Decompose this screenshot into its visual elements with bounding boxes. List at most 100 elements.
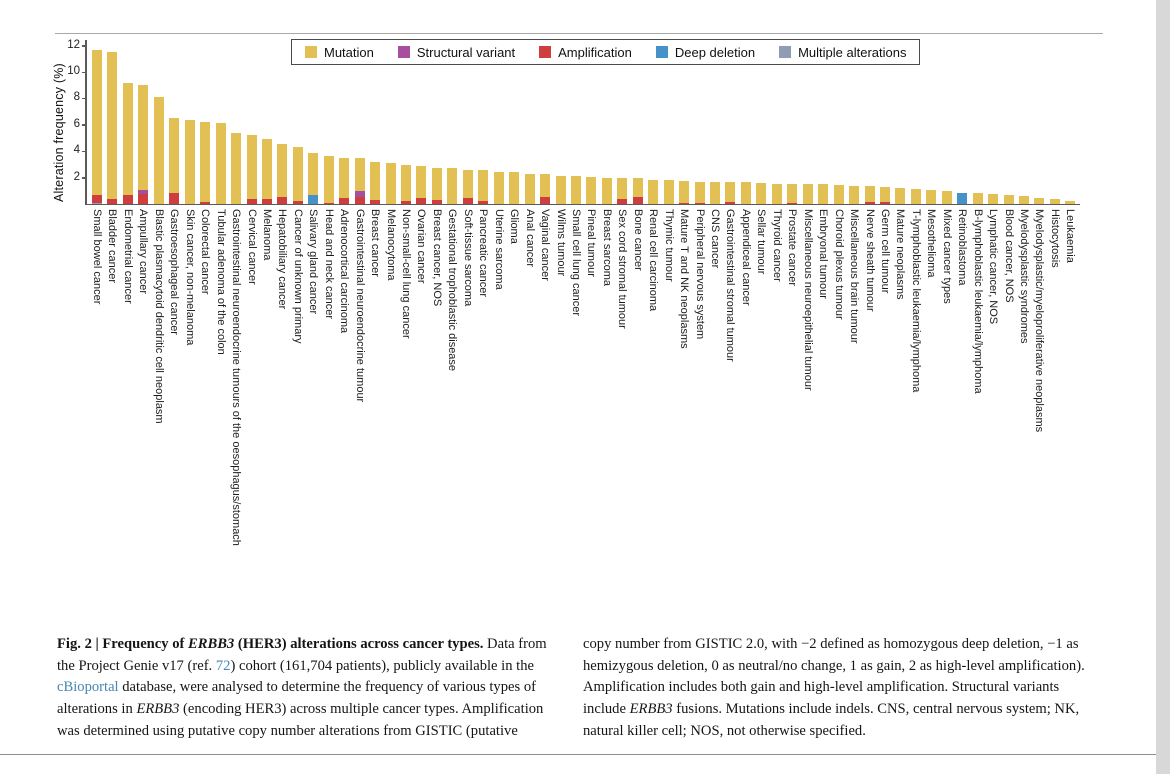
bar-segment-mutation	[308, 152, 319, 195]
bar-segment-amplification	[169, 193, 180, 204]
legend-label: Deep deletion	[674, 44, 756, 60]
x-axis-line	[85, 203, 1080, 205]
y-tick-mark	[82, 177, 87, 179]
bar-segment-mutation	[771, 183, 782, 204]
legend-swatch-icon	[655, 46, 668, 58]
x-category-label: Myelodysplastic/myeloproliferative neopl…	[1033, 209, 1046, 433]
x-category-label: Small cell lung cancer	[569, 209, 582, 316]
bar-segment-amplification	[617, 199, 628, 204]
caption-text: ERBB3	[188, 636, 235, 652]
bar-segment-mutation	[802, 184, 813, 204]
caption-link[interactable]: cBioportal	[57, 679, 119, 696]
x-category-label: Sex cord stromal tumour	[616, 209, 629, 329]
bar-segment-mutation	[1003, 194, 1014, 204]
bar-segment-mutation	[756, 182, 767, 204]
x-category-label: Appendiceal cancer	[739, 209, 752, 306]
bar-segment-mutation	[879, 186, 890, 202]
x-category-label: Ovarian cancer	[415, 209, 428, 284]
bar-segment-mutation	[895, 188, 906, 204]
x-category-label: Gastroesophageal cancer	[168, 209, 181, 335]
y-axis-line	[85, 40, 87, 204]
x-category-label: Mesothelioma	[925, 209, 938, 278]
bar-segment-mutation	[833, 184, 844, 204]
page-edge-strip	[1156, 0, 1170, 774]
bar-segment-mutation	[663, 180, 674, 204]
bar-segment-amplification	[200, 202, 211, 204]
x-category-label: Lymphatic cancer, NOS	[987, 209, 1000, 325]
bar-segment-mutation	[184, 119, 195, 204]
bar-segment-amplification	[261, 199, 272, 204]
bar-segment-mutation	[988, 194, 999, 204]
legend-swatch-icon	[397, 46, 410, 58]
bar-segment-mutation	[617, 177, 628, 200]
top-separator-rule	[55, 33, 1103, 34]
x-category-label: T-lymphoblastic leukaemia/lymphoma	[909, 209, 922, 393]
bar-segment-mutation	[864, 186, 875, 202]
legend-item: Mutation	[305, 45, 374, 60]
x-category-label: Miscellaneous neuroepithelial tumour	[801, 209, 814, 391]
bar-segment-amplification	[416, 198, 427, 204]
x-category-label: Small bowel cancer	[91, 209, 103, 305]
x-category-label: Anal cancer	[523, 209, 536, 268]
bar-segment-amplification	[431, 200, 442, 204]
x-category-label: Melanoma	[260, 209, 273, 261]
bar-segment-mutation	[138, 85, 149, 191]
bar-segment-mutation	[246, 135, 257, 199]
x-category-label: Mature T and NK neoplasms	[678, 209, 691, 349]
legend-label: Mutation	[324, 44, 374, 60]
x-category-label: Miscellaneous brain tumour	[848, 209, 861, 344]
bar-segment-mutation	[370, 161, 381, 201]
figure-caption-right-column: copy number from GISTIC 2.0, with −2 def…	[583, 634, 1105, 743]
bar-segment-amplification	[122, 195, 133, 204]
bar-segment-mutation	[385, 163, 396, 204]
bar-segment-mutation	[122, 82, 133, 196]
bar-segment-mutation	[694, 181, 705, 203]
bar-segment-amplification	[787, 202, 798, 204]
bar-segment-amplification	[540, 197, 551, 204]
bar-segment-mutation	[586, 176, 597, 204]
x-category-label: Soft-tissue sarcoma	[461, 209, 474, 307]
bar-segment-deep-deletion	[308, 194, 319, 204]
bar-segment-mutation	[710, 181, 720, 204]
x-category-label: Tubular adenoma of the colon	[214, 209, 227, 355]
bar-segment-deep-deletion	[957, 192, 968, 204]
bar-segment-amplification	[246, 198, 257, 204]
x-category-label: Gestational trophoblastic disease	[446, 209, 459, 372]
bar-segment-structural-variant	[138, 190, 149, 195]
x-category-label: Head and neck cancer	[322, 209, 335, 320]
bar-segment-amplification	[679, 202, 690, 204]
legend-label: Amplification	[558, 44, 632, 60]
bar-segment-amplification	[323, 202, 334, 204]
x-category-label: Germ cell tumour	[878, 209, 891, 294]
bar-segment-mutation	[1049, 199, 1060, 204]
bar-segment-mutation	[601, 177, 612, 204]
x-category-label: Leukaemia	[1064, 209, 1077, 263]
legend-swatch-icon	[779, 46, 792, 58]
x-category-label: Nerve sheath tumour	[863, 209, 876, 312]
legend-item: Structural variant	[397, 44, 516, 60]
bar-segment-mutation	[292, 147, 303, 201]
legend-item: Amplification	[539, 45, 632, 60]
bar-segment-mutation	[849, 185, 860, 204]
x-category-label: Thyroid cancer	[770, 209, 783, 282]
chart-legend: Mutation Structural variant Amplification D…	[291, 39, 921, 65]
bar-segment-mutation	[92, 49, 102, 195]
bar-segment-mutation	[1019, 196, 1029, 204]
alteration-frequency-chart: Alteration frequency (%) 2 4 6 8 10 12 Small …	[52, 39, 1080, 546]
bar-segment-mutation	[231, 132, 242, 204]
y-tick-label: 4	[73, 144, 80, 157]
bar-segment-mutation	[215, 123, 226, 204]
bar-segment-amplification	[478, 201, 489, 204]
x-category-label: CNS cancer	[709, 209, 721, 269]
legend-swatch-icon	[305, 46, 317, 58]
bar-segment-amplification	[277, 197, 288, 204]
bar-segment-mutation	[339, 157, 350, 199]
legend-item: Deep deletion	[655, 44, 756, 60]
x-category-label: Blastic plasmacytoid dendritic cell neop…	[152, 209, 165, 424]
caption-link[interactable]: 72	[215, 657, 231, 674]
legend-label: Structural variant	[416, 44, 516, 60]
bar-segment-amplification	[107, 199, 118, 204]
y-tick-mark	[82, 45, 87, 47]
bar-segment-amplification	[92, 194, 102, 203]
